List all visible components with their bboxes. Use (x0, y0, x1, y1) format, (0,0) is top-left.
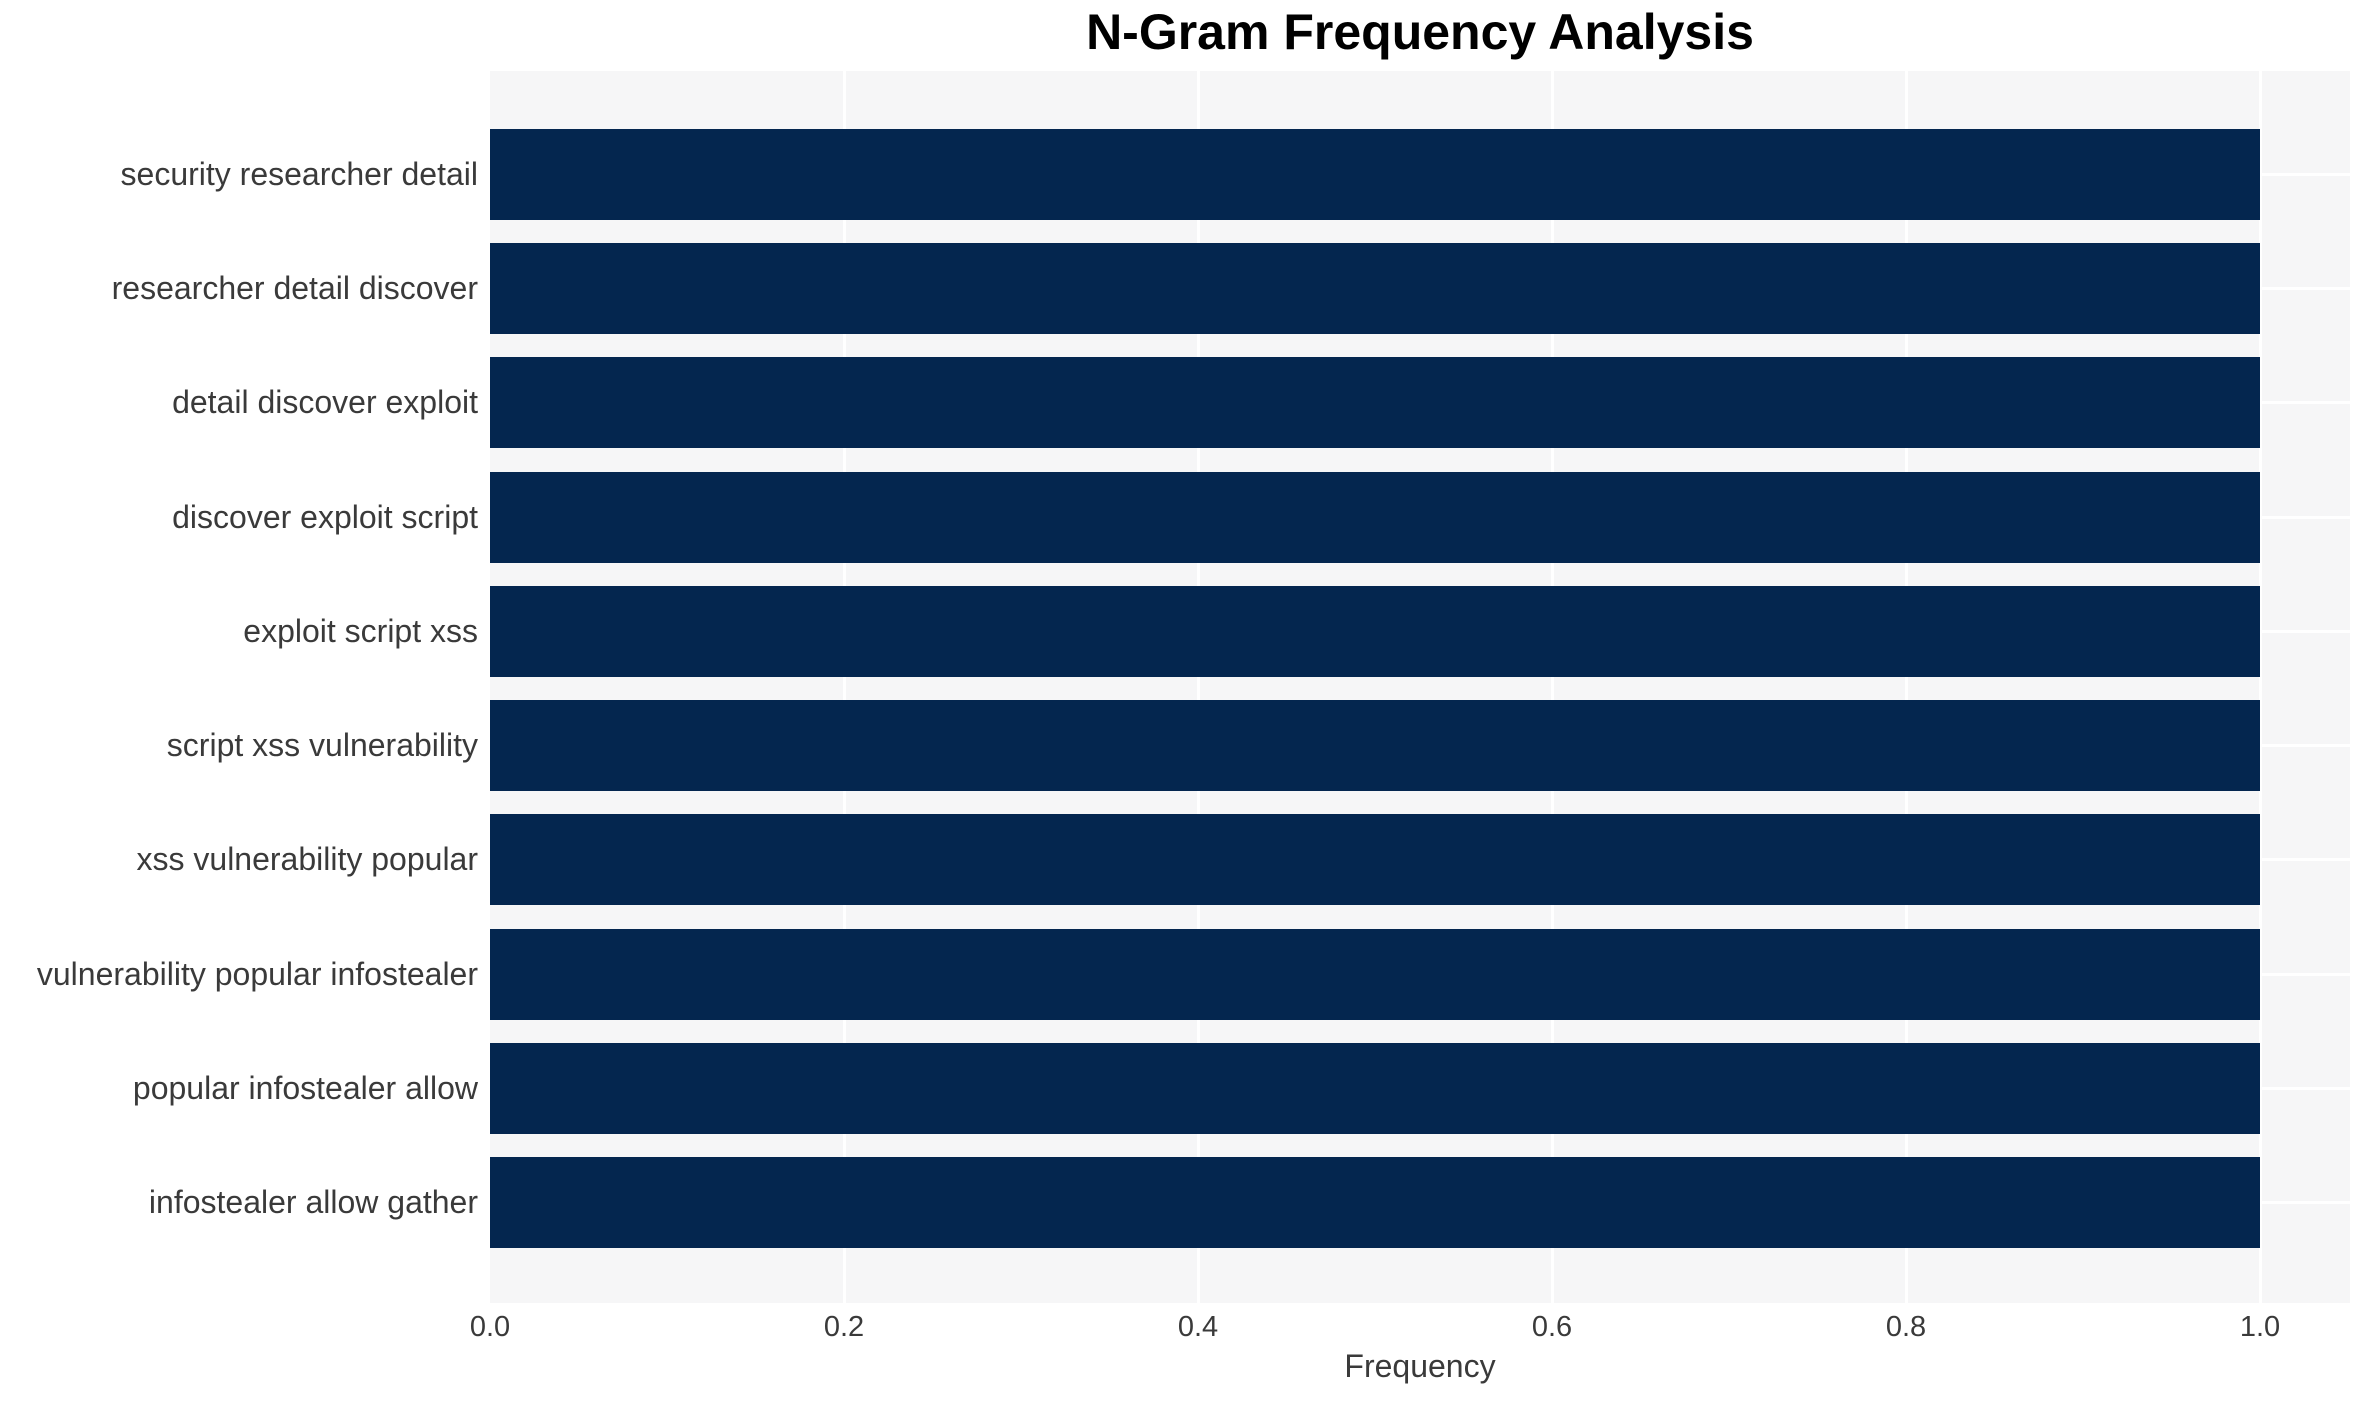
y-axis-label: xss vulnerability popular (136, 841, 479, 877)
y-axis-label: vulnerability popular infostealer (36, 956, 478, 992)
bar (490, 586, 2260, 677)
y-axis-label: script xss vulnerability (166, 727, 478, 763)
bar (490, 1043, 2260, 1134)
x-axis-tick-label: 0.2 (823, 1311, 865, 1343)
y-axis-label: infostealer allow gather (148, 1184, 478, 1220)
vertical-gridline (843, 71, 846, 1303)
bar (490, 1157, 2260, 1248)
bar (490, 129, 2260, 220)
x-axis-tick-label: 0.8 (1885, 1311, 1927, 1343)
bar (490, 243, 2260, 334)
y-axis-label: popular infostealer allow (132, 1070, 478, 1106)
y-axis-label: discover exploit script (172, 499, 478, 535)
y-axis-label: researcher detail discover (111, 270, 478, 306)
vertical-gridline (1197, 71, 1200, 1303)
bar (490, 357, 2260, 448)
vertical-gridline (1905, 71, 1908, 1303)
x-axis-title: Frequency (1344, 1348, 1496, 1384)
y-axis-label: security researcher detail (120, 156, 478, 192)
bar (490, 929, 2260, 1020)
bar (490, 472, 2260, 563)
y-axis-label: exploit script xss (243, 613, 478, 649)
x-axis-tick-label: 0.0 (469, 1311, 511, 1343)
bar (490, 814, 2260, 905)
vertical-gridline (2259, 71, 2262, 1303)
x-axis-tick-label: 0.6 (1531, 1311, 1573, 1343)
vertical-gridline (1551, 71, 1554, 1303)
y-axis-label: detail discover exploit (172, 384, 478, 420)
chart-title: N-Gram Frequency Analysis (1086, 4, 1754, 60)
bar (490, 700, 2260, 791)
x-axis-tick-label: 1.0 (2239, 1311, 2281, 1343)
x-axis-tick-label: 0.4 (1177, 1311, 1219, 1343)
